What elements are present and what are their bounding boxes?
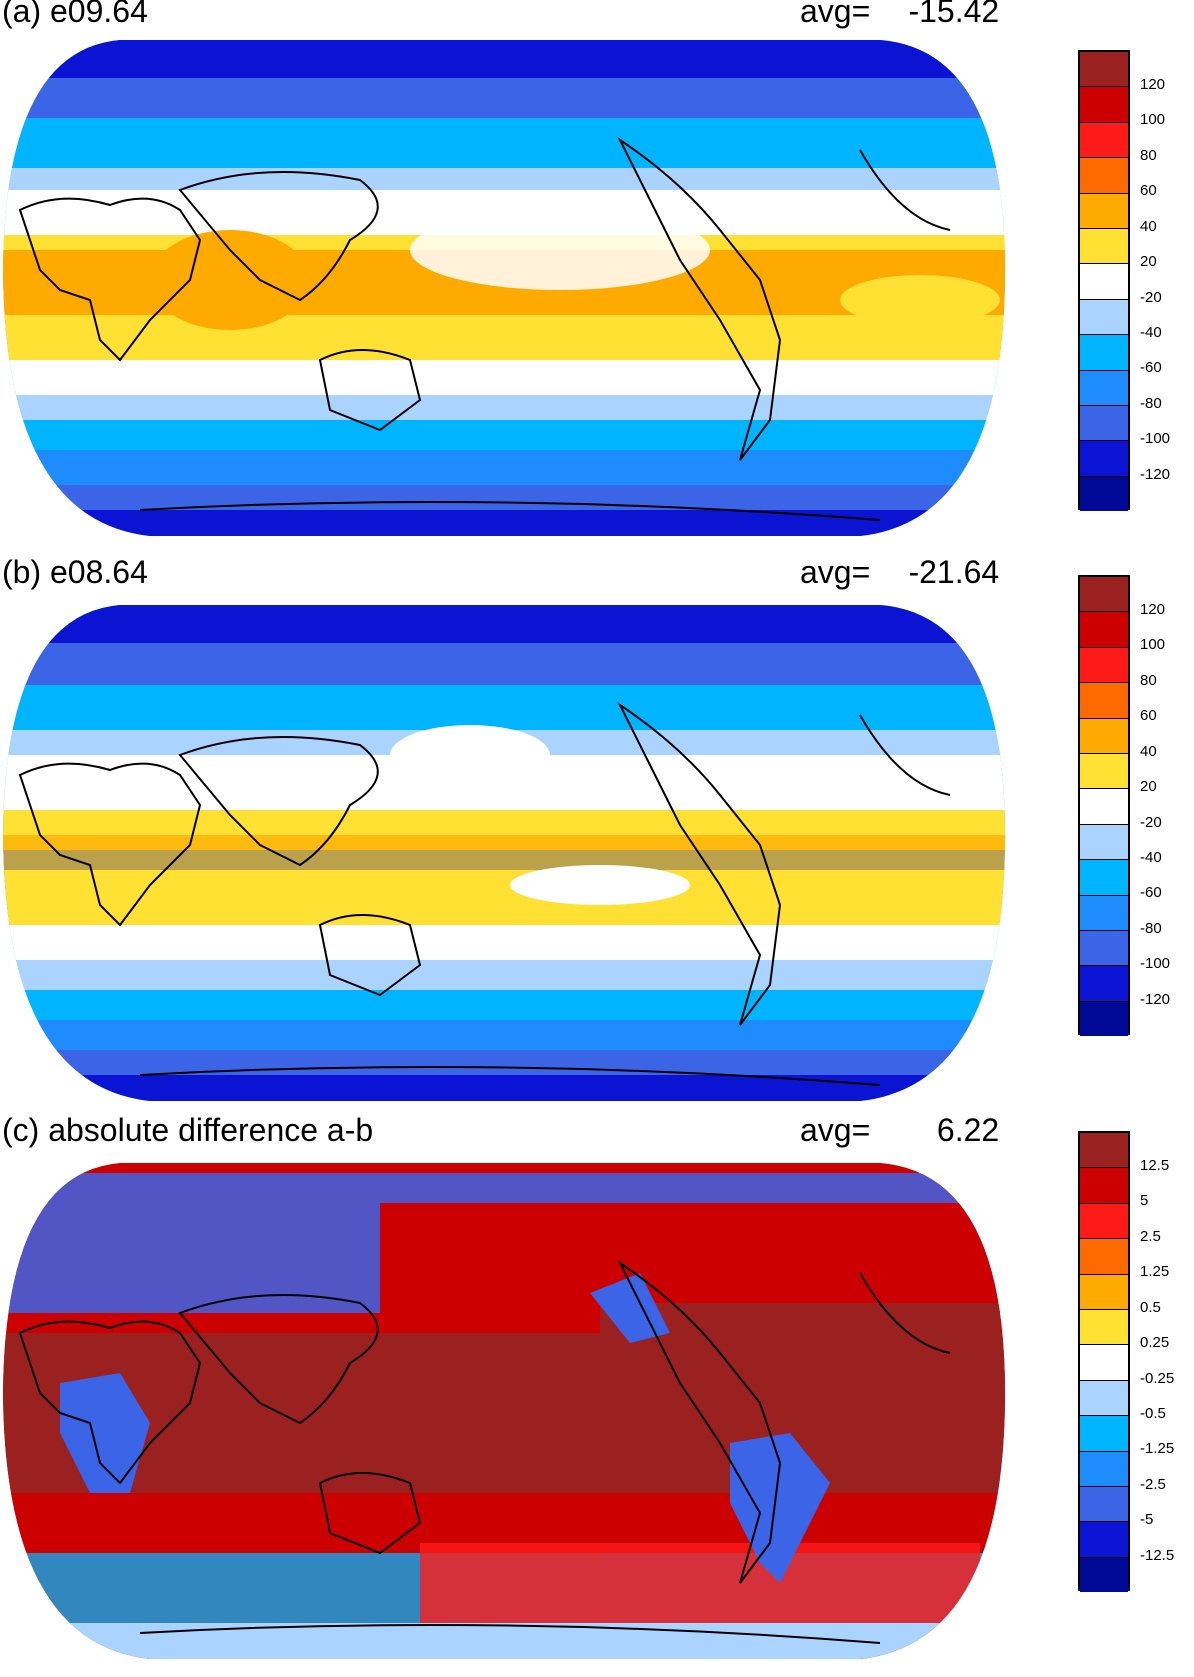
colorbar-box bbox=[1080, 966, 1128, 1002]
colorbar-box bbox=[1080, 264, 1128, 300]
colorbar-label: 2.5 bbox=[1140, 1228, 1161, 1245]
colorbar-label: 40 bbox=[1140, 218, 1157, 235]
colorbar-box bbox=[1080, 860, 1128, 896]
colorbar-box bbox=[1080, 122, 1128, 159]
colorbar-label: -0.5 bbox=[1140, 1405, 1166, 1422]
colorbar-label: -40 bbox=[1140, 324, 1162, 341]
colorbar-label: -80 bbox=[1140, 920, 1162, 937]
colorbar-label: 20 bbox=[1140, 778, 1157, 795]
colorbar-box bbox=[1080, 718, 1128, 754]
colorbar-box bbox=[1080, 1239, 1128, 1275]
panel-title: (b) e08.64 bbox=[2, 554, 148, 590]
avg-value: -15.42 bbox=[908, 0, 1000, 29]
colorbar-label: -5 bbox=[1140, 1511, 1154, 1528]
colorbar-box bbox=[1080, 1168, 1128, 1204]
avg-label: avg= bbox=[800, 0, 871, 29]
colorbar-box bbox=[1080, 405, 1128, 442]
colorbar-box bbox=[1080, 1274, 1128, 1310]
colorbar-label: 1.25 bbox=[1140, 1263, 1170, 1280]
colorbar-box bbox=[1080, 1309, 1128, 1346]
colorbar-label: -100 bbox=[1140, 955, 1171, 972]
colorbar-box bbox=[1080, 1345, 1128, 1381]
colorbar-box bbox=[1080, 1557, 1128, 1592]
panel-title: (a) e09.64 bbox=[2, 0, 148, 29]
colorbar-labels-a: 120 100 80 60 40 20 -20 -40 -60 -80 -100… bbox=[1140, 50, 1194, 510]
colorbar-label: -0.25 bbox=[1140, 1370, 1175, 1387]
colorbar-box bbox=[1080, 52, 1128, 88]
colorbar-box bbox=[1080, 930, 1128, 967]
colorbar-c bbox=[1078, 1131, 1130, 1592]
colorbar-box bbox=[1080, 476, 1128, 511]
colorbar-label: -100 bbox=[1140, 430, 1171, 447]
colorbar-label: 20 bbox=[1140, 253, 1157, 270]
colorbar-label: -80 bbox=[1140, 395, 1162, 412]
avg-value: -21.64 bbox=[908, 554, 1000, 590]
colorbar-box bbox=[1080, 1486, 1128, 1523]
colorbar-box bbox=[1080, 370, 1128, 406]
colorbar-box bbox=[1080, 1522, 1128, 1558]
colorbar-label: 5 bbox=[1140, 1192, 1149, 1209]
panel-average: avg= -15.42 bbox=[800, 0, 999, 30]
colorbar-box bbox=[1080, 335, 1128, 371]
colorbar-box bbox=[1080, 1203, 1128, 1240]
colorbar-label: 120 bbox=[1140, 601, 1166, 618]
colorbar-label: -2.5 bbox=[1140, 1476, 1166, 1493]
colorbar-box bbox=[1080, 612, 1128, 648]
world-map-b bbox=[3, 605, 1005, 1101]
colorbar-box bbox=[1080, 1451, 1128, 1487]
colorbar-box bbox=[1080, 753, 1128, 790]
colorbar-b bbox=[1078, 575, 1130, 1036]
colorbar-label: 0.5 bbox=[1140, 1299, 1161, 1316]
panel-b: (b) e08.64 avg= -21.64 bbox=[0, 554, 1194, 1125]
avg-label: avg= bbox=[800, 1112, 871, 1148]
colorbar-box bbox=[1080, 577, 1128, 613]
colorbar-label: -12.5 bbox=[1140, 1547, 1175, 1564]
world-map-c bbox=[3, 1163, 1005, 1659]
colorbar-label: 40 bbox=[1140, 743, 1157, 760]
colorbar-box bbox=[1080, 895, 1128, 931]
colorbar-box bbox=[1080, 1133, 1128, 1169]
panel-c: (c) absolute difference a-b avg= 6.22 bbox=[0, 1112, 1194, 1677]
colorbar-box bbox=[1080, 158, 1128, 194]
colorbar-box bbox=[1080, 824, 1128, 861]
colorbar-box bbox=[1080, 1380, 1128, 1417]
colorbar-labels-c: 12.5 5 2.5 1.25 0.5 0.25 -0.25 -0.5 -1.2… bbox=[1140, 1131, 1194, 1591]
colorbar-box bbox=[1080, 1001, 1128, 1036]
colorbar-box bbox=[1080, 789, 1128, 825]
colorbar-label: 100 bbox=[1140, 636, 1166, 653]
colorbar-label: -120 bbox=[1140, 466, 1171, 483]
colorbar-box bbox=[1080, 1416, 1128, 1452]
colorbar-box bbox=[1080, 299, 1128, 336]
colorbar-label: -60 bbox=[1140, 884, 1162, 901]
panel-average: avg= -21.64 bbox=[800, 553, 999, 591]
colorbar-box bbox=[1080, 647, 1128, 684]
colorbar-label: -40 bbox=[1140, 849, 1162, 866]
colorbar-labels-b: 120 100 80 60 40 20 -20 -40 -60 -80 -100… bbox=[1140, 575, 1194, 1035]
colorbar-a bbox=[1078, 50, 1130, 511]
colorbar-box bbox=[1080, 441, 1128, 477]
panel-average: avg= 6.22 bbox=[800, 1111, 999, 1149]
colorbar-box bbox=[1080, 683, 1128, 719]
colorbar-label: 100 bbox=[1140, 111, 1166, 128]
colorbar-label: 12.5 bbox=[1140, 1157, 1170, 1174]
colorbar-label: 80 bbox=[1140, 672, 1157, 689]
panel-title: (c) absolute difference a-b bbox=[2, 1112, 374, 1148]
avg-value: 6.22 bbox=[936, 1112, 1000, 1148]
world-map-a bbox=[3, 40, 1005, 536]
colorbar-label: 0.25 bbox=[1140, 1334, 1170, 1351]
colorbar-box bbox=[1080, 193, 1128, 229]
colorbar-label: -60 bbox=[1140, 359, 1162, 376]
colorbar-label: -1.25 bbox=[1140, 1440, 1175, 1457]
colorbar-label: 60 bbox=[1140, 182, 1157, 199]
colorbar-label: -120 bbox=[1140, 991, 1171, 1008]
panel-a: (a) e09.64 avg= -15.42 bbox=[0, 0, 1194, 560]
colorbar-box bbox=[1080, 228, 1128, 265]
avg-label: avg= bbox=[800, 554, 871, 590]
colorbar-label: 80 bbox=[1140, 147, 1157, 164]
colorbar-box bbox=[1080, 87, 1128, 123]
colorbar-label: 60 bbox=[1140, 707, 1157, 724]
colorbar-label: -20 bbox=[1140, 289, 1162, 306]
colorbar-label: -20 bbox=[1140, 814, 1162, 831]
colorbar-label: 120 bbox=[1140, 76, 1166, 93]
